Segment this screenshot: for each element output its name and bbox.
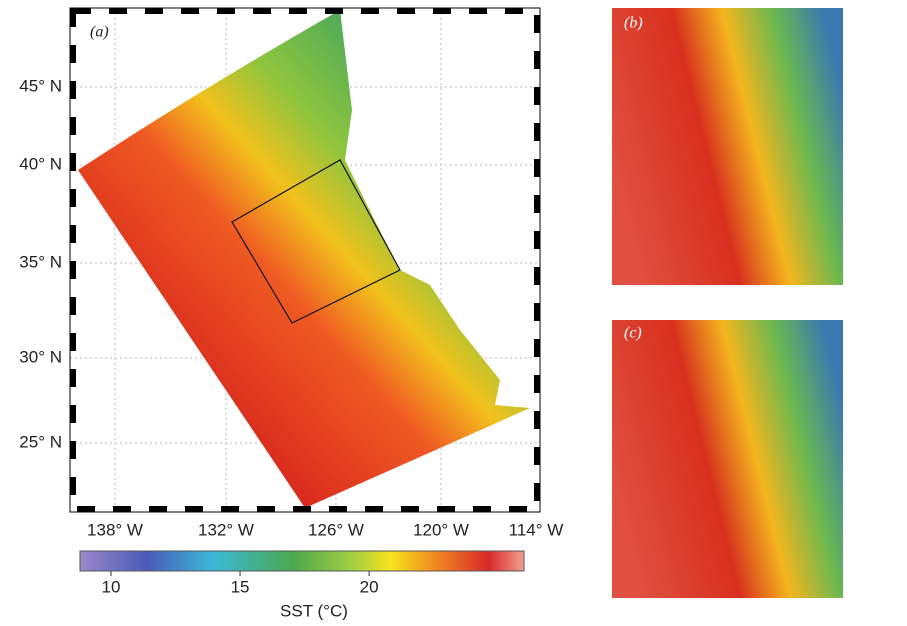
lon-label: 114° W xyxy=(509,520,564,539)
lat-label: 30° N xyxy=(19,347,62,366)
map-a: (a) xyxy=(69,7,541,513)
lon-label: 132° W xyxy=(198,520,254,539)
lat-label: 45° N xyxy=(19,76,62,95)
map-b: (b) xyxy=(612,8,843,285)
panel-label: (c) xyxy=(624,325,642,342)
panel-label: (b) xyxy=(624,15,643,32)
colorbar xyxy=(79,550,525,572)
lat-label: 35° N xyxy=(19,252,62,271)
colorbar-label: SST (°C) xyxy=(280,601,348,620)
lat-label: 40° N xyxy=(19,154,62,173)
panel-label: (a) xyxy=(90,24,109,41)
labels: 45° N 40° N 35° N 30° N 25° N 138° W 132° W 126… xyxy=(19,76,563,596)
map-c: (c) xyxy=(612,320,843,598)
colorbar-tick-label: 10 xyxy=(102,577,121,596)
lon-label: 120° W xyxy=(413,520,469,539)
lon-label: 126° W xyxy=(308,520,364,539)
lon-label: 138° W xyxy=(87,520,143,539)
colorbar-tick-label: 20 xyxy=(360,577,379,596)
colorbar-tick-label: 15 xyxy=(231,577,250,596)
lat-label: 25° N xyxy=(19,432,62,451)
